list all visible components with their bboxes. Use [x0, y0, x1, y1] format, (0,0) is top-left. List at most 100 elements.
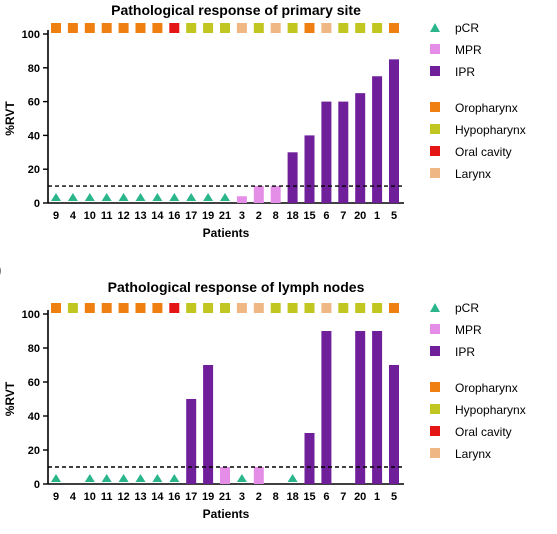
site-marker — [101, 303, 112, 313]
y-tick-label: 20 — [28, 445, 40, 457]
x-tick-label: 4 — [70, 210, 77, 222]
legend: pCR MPR IPR Oropharynx Hypopharynx Oral cavit… — [430, 301, 526, 461]
pcr-marker — [203, 193, 214, 201]
x-tick-label: 20 — [354, 491, 366, 503]
x-tick-label: 15 — [303, 210, 315, 222]
site-marker — [355, 303, 366, 313]
legend-ipr-icon — [430, 66, 440, 76]
pcr-marker — [169, 474, 180, 482]
legend-label: pCR — [455, 301, 479, 315]
mpr-bar — [270, 186, 281, 203]
x-tick-label: 2 — [256, 210, 262, 222]
x-tick-label: 5 — [391, 210, 397, 222]
pcr-marker — [220, 193, 230, 201]
x-tick-label: 15 — [303, 491, 315, 503]
x-tick-label: 7 — [340, 210, 346, 222]
legend-ipr-icon — [430, 346, 440, 356]
pcr-marker — [186, 193, 197, 201]
legend-label: Oropharynx — [455, 381, 518, 395]
site-marker — [338, 303, 349, 313]
ipr-bar — [389, 59, 399, 203]
pcr-marker — [287, 474, 298, 482]
x-tick-label: 2 — [256, 491, 262, 503]
site-marker — [220, 303, 230, 313]
pcr-marker — [51, 193, 61, 201]
legend-pcr-icon — [430, 23, 440, 32]
legend-site-icon — [430, 426, 440, 436]
x-axis-label: Patients — [203, 226, 250, 240]
legend-label: Hypopharynx — [455, 403, 526, 417]
site-marker — [389, 23, 399, 33]
y-tick-label: 60 — [28, 377, 40, 389]
ipr-bar — [304, 135, 315, 203]
x-tick-label: 5 — [391, 491, 397, 503]
site-marker — [118, 303, 129, 313]
site-marker — [236, 303, 247, 313]
pcr-marker — [152, 474, 163, 482]
site-marker — [321, 23, 332, 33]
site-marker — [67, 303, 78, 313]
x-tick-label: 4 — [70, 491, 77, 503]
legend-site-icon — [430, 404, 440, 414]
ipr-bar — [389, 365, 399, 484]
site-marker — [135, 303, 146, 313]
y-tick-label: 80 — [28, 63, 40, 75]
x-tick-label: 21 — [219, 210, 231, 222]
site-marker — [220, 23, 230, 33]
y-axis-label: %RVT — [3, 381, 17, 416]
y-tick-label: 100 — [22, 29, 40, 41]
x-tick-label: 8 — [273, 210, 279, 222]
site-marker — [355, 23, 366, 33]
x-tick-label: 6 — [323, 491, 329, 503]
pcr-marker — [135, 193, 146, 201]
legend-mpr-icon — [430, 324, 440, 334]
ipr-bar — [321, 101, 332, 203]
x-tick-label: 14 — [151, 491, 164, 503]
x-tick-label: 1 — [374, 210, 380, 222]
x-tick-label: 14 — [151, 210, 164, 222]
site-marker — [270, 23, 281, 33]
pcr-marker — [84, 474, 95, 482]
x-tick-label: 1 — [374, 491, 380, 503]
x-tick-label: 10 — [84, 491, 96, 503]
site-marker — [152, 303, 163, 313]
legend-label: Oral cavity — [455, 145, 512, 159]
x-tick-label: 21 — [219, 491, 231, 503]
x-tick-label: 12 — [117, 491, 129, 503]
x-tick-label: 7 — [340, 491, 346, 503]
y-tick-label: 40 — [28, 411, 40, 423]
pcr-marker — [118, 474, 129, 482]
x-tick-label: 10 — [84, 210, 96, 222]
pcr-marker — [169, 193, 180, 201]
panel-letter-b: ) — [0, 262, 1, 280]
legend-label: Hypopharynx — [455, 123, 526, 137]
site-marker — [118, 23, 129, 33]
ipr-bar — [287, 152, 298, 203]
site-marker — [338, 23, 349, 33]
site-marker — [203, 23, 214, 33]
x-tick-label: 9 — [53, 210, 59, 222]
x-tick-label: 3 — [239, 491, 245, 503]
site-marker — [152, 23, 163, 33]
y-tick-label: 0 — [34, 198, 40, 210]
site-marker — [186, 303, 197, 313]
pcr-marker — [118, 193, 129, 201]
x-tick-label: 13 — [134, 210, 146, 222]
legend-site-icon — [430, 448, 440, 458]
site-marker — [287, 23, 298, 33]
legend-label: Oropharynx — [455, 101, 518, 115]
site-marker — [135, 23, 146, 33]
chart-title: Pathological response of primary site — [111, 2, 361, 18]
chart-title: Pathological response of lymph nodes — [108, 279, 365, 295]
legend-site-icon — [430, 124, 440, 134]
site-marker — [253, 23, 264, 33]
ipr-bar — [355, 331, 366, 484]
legend-label: MPR — [455, 43, 482, 57]
site-marker — [67, 23, 78, 33]
pcr-marker — [84, 193, 95, 201]
site-marker — [372, 303, 383, 313]
chart-panel-1: Pathological response of primary site %RV… — [3, 2, 526, 240]
x-tick-label: 3 — [239, 210, 245, 222]
legend: pCR MPR IPR Oropharynx Hypopharynx Oral cavit… — [430, 21, 526, 181]
